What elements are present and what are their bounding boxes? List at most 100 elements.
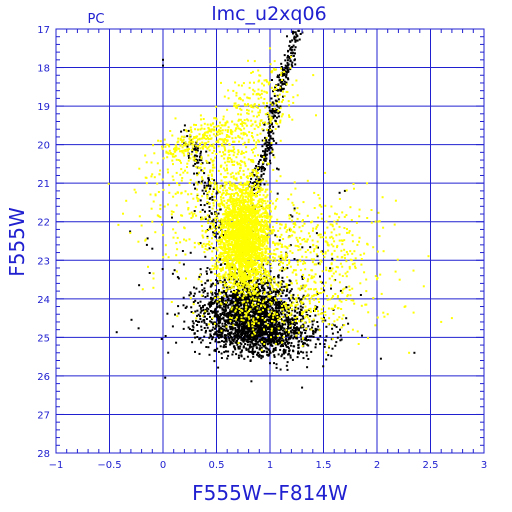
data-point [223, 344, 226, 347]
data-point [188, 156, 190, 159]
data-point [278, 300, 280, 303]
data-point [200, 341, 203, 344]
data-point [255, 327, 258, 330]
data-point [303, 329, 306, 332]
data-point [166, 312, 169, 315]
data-point [208, 214, 210, 217]
data-point [267, 298, 270, 301]
data-point [229, 270, 232, 273]
data-point [250, 225, 253, 228]
data-point [239, 255, 242, 258]
data-point [256, 341, 259, 344]
data-point [255, 298, 257, 301]
data-point [247, 338, 250, 341]
data-point [259, 344, 262, 347]
data-point [265, 350, 268, 353]
data-point [275, 328, 278, 331]
data-point [225, 340, 228, 343]
data-point [279, 328, 282, 331]
data-point [222, 274, 225, 277]
data-point [282, 266, 284, 269]
data-point [258, 235, 261, 238]
data-point [207, 177, 210, 180]
data-point [250, 260, 253, 263]
data-point [213, 199, 216, 202]
data-point [244, 318, 247, 321]
data-point [193, 332, 196, 335]
data-point [171, 325, 174, 328]
data-point [291, 301, 294, 304]
data-point [291, 309, 294, 312]
data-point [251, 209, 254, 212]
data-point [236, 343, 239, 346]
data-point [237, 337, 240, 340]
data-point [260, 174, 263, 177]
data-point [271, 101, 274, 104]
data-point [285, 70, 287, 73]
data-point [254, 178, 257, 181]
data-point [226, 304, 229, 307]
data-point [266, 150, 269, 153]
data-point [227, 219, 230, 222]
data-point [238, 322, 241, 325]
data-point [276, 317, 279, 320]
data-point [198, 338, 201, 341]
data-point [255, 305, 258, 308]
data-point [274, 349, 277, 352]
data-point [279, 89, 282, 92]
data-point [279, 105, 282, 108]
data-point [215, 214, 218, 216]
data-point [263, 243, 266, 245]
data-point [323, 289, 326, 292]
data-point [215, 325, 218, 328]
data-point [227, 318, 230, 321]
data-point [237, 298, 240, 301]
data-point [221, 192, 224, 195]
data-point [271, 324, 274, 327]
data-point [225, 334, 228, 337]
data-point [220, 317, 223, 320]
data-point [269, 281, 272, 284]
data-point [228, 271, 231, 274]
data-point [237, 347, 240, 350]
data-point [263, 331, 266, 334]
data-point [292, 293, 295, 296]
data-point [250, 324, 252, 327]
data-point [281, 309, 284, 312]
data-point [220, 233, 223, 235]
data-point [217, 301, 220, 304]
data-point [252, 170, 255, 173]
data-point [194, 336, 197, 339]
data-point [338, 191, 341, 194]
data-point [245, 347, 248, 350]
data-point [283, 285, 286, 288]
data-point [248, 276, 251, 279]
data-point [216, 186, 219, 189]
data-point [236, 163, 239, 166]
data-point [249, 172, 252, 175]
data-point [253, 328, 256, 331]
data-point [281, 74, 284, 77]
data-point [225, 183, 228, 186]
data-point [253, 244, 256, 247]
data-point [379, 357, 382, 360]
data-point [188, 294, 191, 297]
data-point [246, 300, 249, 303]
data-point [276, 105, 279, 108]
data-point [268, 133, 271, 136]
data-point [254, 211, 257, 213]
data-point [246, 230, 249, 232]
data-point [238, 225, 241, 228]
data-point [247, 181, 250, 184]
data-point [193, 172, 196, 175]
data-point [213, 179, 216, 182]
data-point [234, 348, 237, 351]
data-point [192, 295, 195, 297]
data-point [196, 309, 199, 312]
data-point [251, 224, 254, 227]
data-point [262, 307, 265, 310]
data-point [327, 354, 330, 357]
data-point [208, 218, 211, 220]
data-point [148, 272, 151, 274]
data-point [236, 333, 239, 335]
